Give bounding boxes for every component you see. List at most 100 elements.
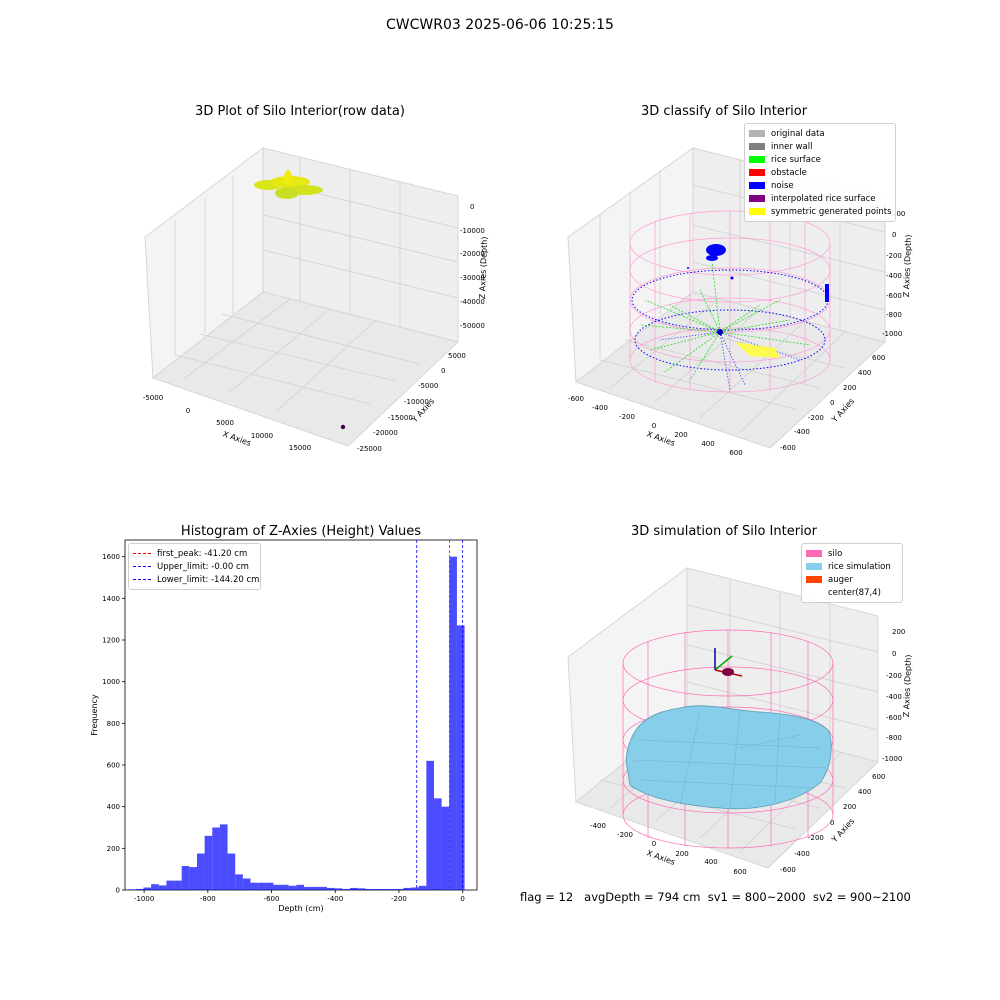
classify-z-ticks: 200 0 -200 -400 -600 -800 -1000 <box>882 210 905 338</box>
histogram-y-tick-label: 400 <box>107 803 120 811</box>
classify-axes-panes <box>567 147 887 449</box>
classify-x-tick: 0 <box>652 422 656 430</box>
simulation-legend-item: auger <box>806 573 898 586</box>
histogram-bar <box>365 888 373 890</box>
classify-legend-swatch <box>749 182 765 189</box>
histogram-y-tick-label: 800 <box>107 720 120 728</box>
histogram-bar <box>219 824 228 890</box>
histogram-legend-line <box>133 566 151 567</box>
histogram-title: Histogram of Z-Axies (Height) Values <box>180 524 422 539</box>
classify-legend-swatch <box>749 130 765 137</box>
classify-legend-item: interpolated rice surface <box>749 192 891 205</box>
histogram-bar <box>189 867 197 890</box>
classify-legend-label: obstacle <box>771 167 807 178</box>
simulation-z-tick: -200 <box>886 672 902 680</box>
classify-y-tick: 200 <box>843 384 856 392</box>
simulation-z-tick: -400 <box>886 693 902 701</box>
classify-legend-item: symmetric generated points <box>749 205 892 218</box>
histogram-y-label: Frequency <box>90 694 99 736</box>
classify-floor-pane <box>574 291 887 449</box>
simulation-y-tick: -600 <box>780 866 796 874</box>
classify-legend-item: inner wall <box>749 140 891 153</box>
classify-legend-label: original data <box>771 128 825 139</box>
classify-x-tick: -200 <box>619 413 635 421</box>
simulation-y-tick: 600 <box>872 773 885 781</box>
simulation-z-label: Z Axies (Depth) <box>902 654 913 717</box>
histogram-y-tick-label: 1400 <box>102 595 120 603</box>
histogram-x-tick-label: -1000 <box>134 895 154 903</box>
classify-rice-surface-rays <box>639 261 811 381</box>
simulation-y-tick: 400 <box>858 788 871 796</box>
raw-outlier-point <box>340 424 346 430</box>
simulation-z-tick: 200 <box>892 628 905 636</box>
histogram-bar <box>288 885 297 890</box>
histogram-bar <box>319 886 327 890</box>
histogram-bar <box>411 887 419 890</box>
simulation-rice-surface <box>625 705 832 810</box>
histogram-bar <box>166 880 175 890</box>
histogram-y-tick-label: 1000 <box>102 678 120 686</box>
raw-floor-pane <box>151 291 460 447</box>
classify-legend-swatch <box>749 143 765 150</box>
simulation-x-ticks: -400 -200 0 200 400 600 <box>590 822 747 876</box>
histogram-bar <box>212 827 220 890</box>
histogram-bar <box>326 887 335 890</box>
histogram-legend-item: Lower_limit: -144.20 cm <box>133 573 259 586</box>
simulation-x-tick: -200 <box>617 831 633 839</box>
classify-legend-swatch <box>749 195 765 202</box>
histogram-bar <box>258 882 266 890</box>
classify-legend-item: noise <box>749 179 891 192</box>
raw-data-cluster <box>254 170 323 199</box>
simulation-z-ticks: 200 0 -200 -400 -600 -800 -1000 <box>882 628 905 763</box>
histogram-bar <box>334 888 343 890</box>
simulation-legend-label: center(87,4) <box>828 587 881 598</box>
classify-legend-label: rice surface <box>771 154 821 165</box>
histogram-bar <box>342 888 350 890</box>
histogram-bars <box>128 556 465 890</box>
simulation-y-tick: 0 <box>830 819 834 827</box>
raw-x-tick: 0 <box>186 407 190 415</box>
simulation-legend-item: center(87,4) <box>806 586 898 599</box>
histogram-legend: first_peak: -41.20 cm Upper_limit: -0.00 … <box>128 543 261 590</box>
classify-x-tick: -400 <box>592 404 608 412</box>
simulation-y-tick: 200 <box>843 803 856 811</box>
raw-x-ticks: -5000 0 5000 10000 15000 <box>143 394 311 452</box>
classify-z-tick: 0 <box>892 231 896 239</box>
classify-z-tick: -600 <box>886 292 902 300</box>
simulation-legend-label: rice simulation <box>828 561 891 572</box>
raw-y-tick: -15000 <box>388 414 413 422</box>
raw-x-tick: 15000 <box>289 444 311 452</box>
histogram-legend-label: Upper_limit: -0.00 cm <box>157 561 249 572</box>
histogram-bar <box>349 887 358 890</box>
classify-legend-item: original data <box>749 127 891 140</box>
simulation-plot-title: 3D simulation of Silo Interior <box>631 524 817 539</box>
figure-title: CWCWR03 2025-06-06 10:25:15 <box>386 17 614 33</box>
histogram-bar <box>433 798 442 890</box>
classify-y-tick: -400 <box>794 428 810 436</box>
histogram-bar <box>235 874 243 890</box>
histogram-bar <box>281 884 289 890</box>
raw-z-tick: 0 <box>470 203 474 211</box>
raw-plot-title: 3D Plot of Silo Interior(row data) <box>195 104 405 119</box>
histogram-bar <box>204 835 213 890</box>
simulation-y-tick: -200 <box>808 834 824 842</box>
histogram-bar <box>196 853 205 890</box>
histogram-bar <box>441 806 450 890</box>
histogram-x-ticks: -1000 -800 -600 -400 -200 0 <box>134 890 465 903</box>
simulation-y-tick: -400 <box>794 850 810 858</box>
histogram-bar <box>449 556 457 890</box>
classify-x-tick: 200 <box>674 431 687 439</box>
simulation-y-ticks: 600 400 200 0 -200 -400 -600 <box>780 773 885 874</box>
histogram-bar <box>418 885 427 890</box>
raw-x-tick: 10000 <box>251 432 273 440</box>
classify-center-point <box>717 329 723 335</box>
classify-legend: original data inner wall rice surface obsta… <box>744 123 896 222</box>
histogram-bar <box>426 760 434 890</box>
simulation-legend-swatch <box>806 576 822 583</box>
flag-value: flag = 12 <box>520 890 574 904</box>
simulation-legend-item: silo <box>806 547 898 560</box>
raw-y-tick: 5000 <box>448 352 466 360</box>
histogram-y-tick-label: 1600 <box>102 553 120 561</box>
